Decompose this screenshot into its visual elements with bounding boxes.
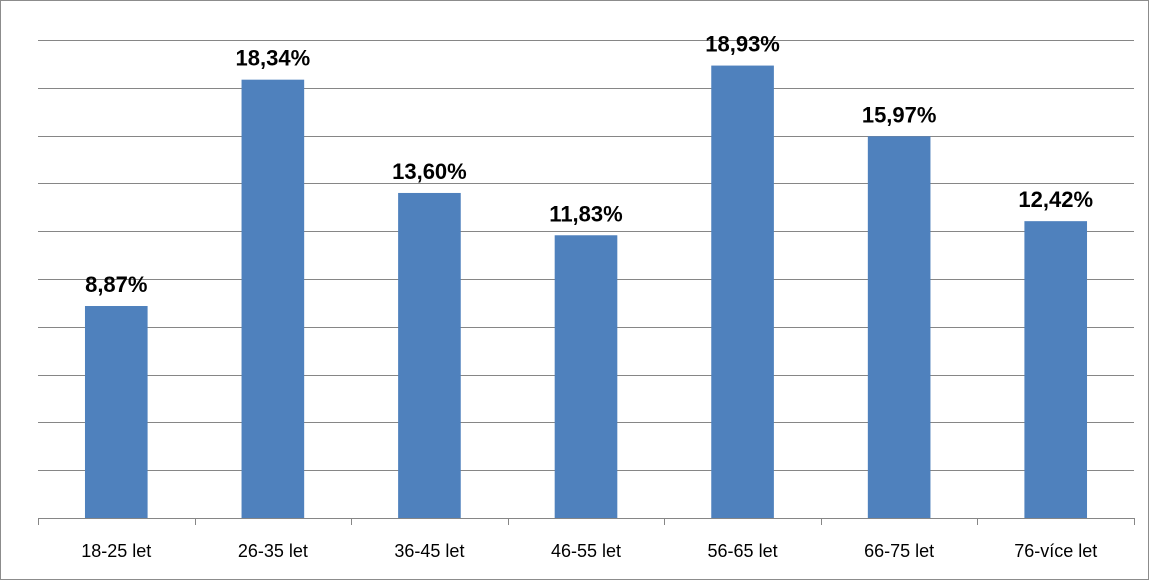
data-label: 18,93% (705, 32, 780, 57)
bar (554, 235, 618, 518)
data-label: 8,87% (85, 272, 147, 297)
category-label: 56-65 let (708, 541, 778, 561)
bar (711, 65, 774, 518)
bar (398, 192, 461, 518)
bar (84, 306, 148, 518)
category-labels: 18-25 let 26-35 let 36-45 let 46-55 let 56-6… (81, 541, 1097, 561)
bar (241, 79, 305, 518)
data-label: 15,97% (862, 102, 937, 127)
category-label: 46-55 let (551, 541, 621, 561)
data-label: 18,34% (236, 46, 311, 71)
category-label: 18-25 let (81, 541, 151, 561)
bar (867, 136, 931, 518)
bar (1024, 221, 1088, 519)
data-label: 13,60% (392, 159, 467, 184)
category-label: 26-35 let (238, 541, 308, 561)
data-labels: 8,87% 18,34% 13,60% 11,83% 18,93% 15,97% 12,42… (85, 32, 1093, 297)
data-label: 12,42% (1018, 187, 1093, 212)
data-label: 11,83% (549, 201, 622, 226)
bars (84, 65, 1088, 519)
category-label: 76-více let (1014, 541, 1097, 561)
gridlines (38, 40, 1134, 471)
category-label: 36-45 let (394, 541, 464, 561)
x-axis (38, 518, 1135, 525)
category-label: 66-75 let (864, 541, 934, 561)
